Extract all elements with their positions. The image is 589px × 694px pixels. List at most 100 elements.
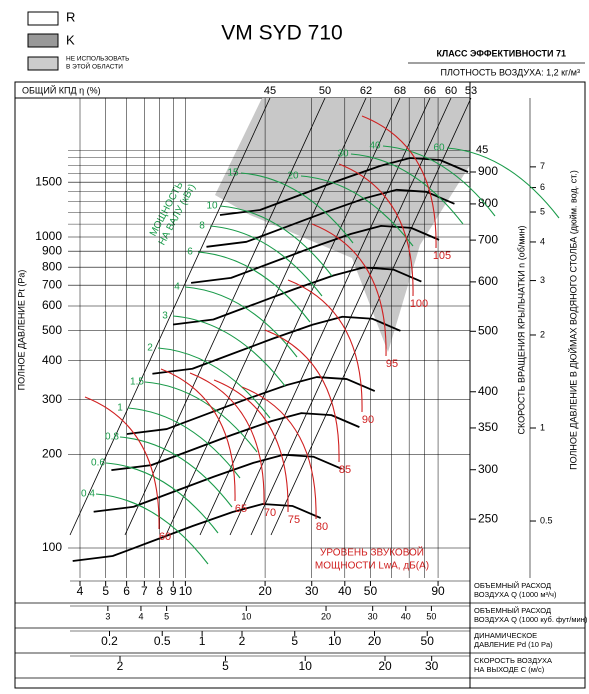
power-value: 10	[206, 201, 218, 212]
scale-tick-label: 5	[164, 611, 169, 621]
power-curve	[95, 493, 209, 565]
power-value: 1.5	[130, 377, 144, 388]
pressure-tick-label: 500	[42, 323, 62, 337]
fan-curve	[72, 503, 322, 562]
power-curve	[209, 225, 323, 297]
efficiency-line	[229, 97, 431, 536]
power-value: 40	[369, 141, 381, 152]
legend-excluded: В ЭТОЙ ОБЛАСТИ	[66, 62, 123, 71]
sound-value: 90	[362, 414, 374, 426]
power-curve	[172, 315, 286, 387]
efficiency-label: ОБЩИЙ КПД η (%)	[22, 84, 101, 95]
inch-tick-label: 7	[540, 161, 545, 171]
rpm-tick-label: 800	[478, 196, 498, 210]
fan-curve	[111, 412, 360, 472]
scale-tick-label: 5	[291, 634, 298, 648]
pressure-tick-label: 200	[42, 447, 62, 461]
power-value: 15	[227, 168, 239, 179]
scale-label: ВОЗДУХА Q (1000 куб. фут/мин)	[474, 615, 588, 624]
sound-curve	[361, 115, 437, 249]
power-value: 0.4	[81, 489, 95, 500]
scale-label: ВОЗДУХА Q (1000 м³/ч)	[474, 590, 557, 599]
efficiency-label: 50	[319, 85, 331, 97]
sound-value: 70	[264, 507, 276, 519]
scale-tick-label: 0.2	[101, 634, 118, 648]
scale-tick-label: 20	[258, 584, 272, 598]
sound-curve	[189, 372, 265, 506]
scale-tick-label: 30	[305, 584, 319, 598]
scale-tick-label: 8	[156, 584, 163, 598]
inch-tick-label: 1	[540, 422, 545, 432]
scale-label: ОБЪЕМНЫЙ РАСХОД	[474, 606, 551, 615]
sound-curve	[213, 379, 289, 513]
scale-tick-label: 9	[170, 584, 177, 598]
legend-r-box	[27, 11, 59, 26]
power-curve	[300, 175, 414, 247]
power-curve	[184, 286, 298, 358]
power-curve	[144, 381, 258, 453]
efficiency-label: 60	[445, 85, 457, 97]
scale-tick-label: 5	[222, 659, 229, 673]
legend-excluded-box	[27, 56, 59, 71]
scale-tick-label: 30	[368, 611, 378, 621]
sound-value: 65	[235, 503, 247, 515]
efficiency-label: 66	[424, 85, 436, 97]
rpm-tick-label: 900	[478, 164, 498, 178]
rpm-tick-label: 250	[478, 511, 498, 525]
scale-tick-label: 40	[338, 584, 352, 598]
sound-value: 85	[339, 464, 351, 476]
rpm-tick-label: 600	[478, 274, 498, 288]
scale-tick-label: 20	[378, 659, 392, 673]
power-value: 60	[433, 143, 445, 154]
sound-curve	[338, 163, 414, 297]
fan-curve	[152, 315, 401, 375]
fan-curve	[93, 453, 343, 513]
excluded-region	[215, 98, 470, 352]
pressure-tick-label: 1500	[35, 174, 62, 188]
frame	[14, 81, 586, 689]
legend-excluded: НЕ ИСПОЛЬЗОВАТЬ	[66, 56, 129, 63]
pressure-tick-label: 900	[42, 243, 62, 257]
rpm-tick-label: 350	[478, 420, 498, 434]
power-curve	[219, 205, 333, 277]
power-curve	[157, 347, 271, 419]
power-value: 30	[337, 149, 349, 160]
power-curve	[350, 153, 464, 225]
power-curve	[382, 145, 496, 217]
rpm-tick-label: 700	[478, 232, 498, 246]
efficiency-line	[69, 97, 271, 536]
sound-curve	[84, 396, 160, 530]
inch-tick-label: 3	[540, 275, 545, 285]
pressure-tick-label: 800	[42, 259, 62, 273]
scale-tick-label: 90	[431, 584, 445, 598]
efficiency-label: 62	[360, 85, 372, 97]
scale-label: ДАВЛЕНИЕ Pd (10 Pa)	[474, 640, 553, 649]
scale-tick-label: 2	[239, 634, 246, 648]
power-value: 8	[199, 221, 205, 232]
power-value: 1	[117, 403, 123, 414]
sound-label: МОЩНОСТИ LwA, дБ(A)	[315, 561, 429, 572]
scale-tick-label: 50	[421, 634, 435, 648]
legend-k: K	[66, 32, 75, 47]
efficiency-label: 45	[476, 144, 488, 156]
rpm-tick-label: 300	[478, 462, 498, 476]
efficiency-label: 45	[264, 85, 276, 97]
power-value: 0.8	[105, 432, 119, 443]
efficiency-label: 53	[465, 85, 477, 97]
pressure-tick-label: 400	[42, 353, 62, 367]
power-curve	[127, 407, 241, 479]
sound-value: 100	[410, 298, 428, 310]
sound-curve	[241, 386, 317, 520]
inch-label: ПОЛНОЕ ДАВЛЕНИЕ В ДЮЙМАХ ВОДЯНОГО СТОЛБА…	[567, 170, 578, 470]
fan-curve	[206, 188, 455, 248]
scale-tick-label: 1	[199, 634, 206, 648]
power-value: 20	[287, 171, 299, 182]
inch-tick-label: 0.5	[540, 515, 553, 525]
power-curve	[119, 436, 233, 508]
sound-label: УРОВЕНЬ ЗВУКОВОЙ	[320, 546, 424, 559]
scale-tick-label: 2	[117, 659, 124, 673]
rpm-tick-label: 500	[478, 323, 498, 337]
efficiency-line	[270, 97, 472, 536]
sound-curve	[160, 368, 236, 502]
